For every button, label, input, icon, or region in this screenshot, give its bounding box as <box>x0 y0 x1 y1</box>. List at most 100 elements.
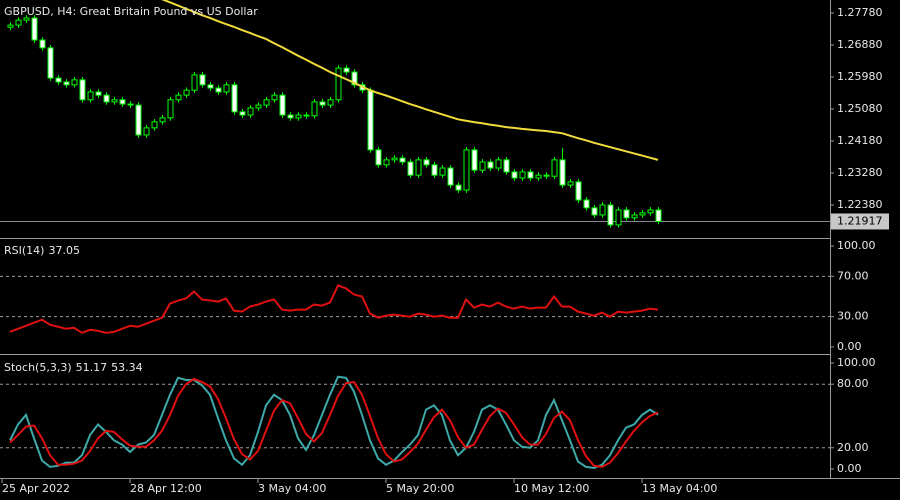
candle-body <box>527 171 534 179</box>
candle-body <box>175 94 182 101</box>
candle-body <box>575 181 582 201</box>
candle-body <box>607 204 614 226</box>
candle-body <box>399 157 406 163</box>
candle-body <box>591 207 598 216</box>
candle-body <box>279 94 286 116</box>
candle-body <box>375 149 382 166</box>
candle-body <box>87 91 94 101</box>
indicator-line <box>9 284 659 334</box>
candle-body <box>199 74 206 86</box>
panel-title: Stoch(5,3,3) 51.17 53.34 <box>4 361 143 374</box>
panel-title: RSI(14) 37.05 <box>4 244 80 257</box>
candle-body <box>143 127 150 136</box>
price-tag-label: 1.21917 <box>837 214 883 227</box>
y-tick-label: 1.23280 <box>837 166 883 179</box>
candle-body <box>95 91 102 96</box>
indicator-name: RSI(14) <box>4 244 44 257</box>
candle-body <box>215 87 222 93</box>
candle-body <box>391 157 398 161</box>
y-tick-label: 0.00 <box>837 462 862 475</box>
candle-body <box>303 114 310 117</box>
plot-area <box>9 284 659 334</box>
y-tick-label: 100.00 <box>837 356 876 369</box>
candle-body <box>55 77 62 83</box>
chart-title: GBPUSD, H4: Great Britain Pound vs US Do… <box>4 5 258 18</box>
candle-body <box>535 174 542 179</box>
x-tick-label: 13 May 04:00 <box>642 482 717 495</box>
candle-body <box>407 161 414 176</box>
candle-body <box>559 159 566 186</box>
y-tick-label: 20.00 <box>837 441 869 454</box>
candle-body <box>623 209 630 219</box>
candle-body <box>135 104 142 136</box>
candle-body <box>647 209 654 214</box>
x-tick-label: 3 May 04:00 <box>258 482 326 495</box>
candle-body <box>543 174 550 177</box>
x-tick-label: 25 Apr 2022 <box>2 482 70 495</box>
candle-body <box>79 79 86 101</box>
candle-body <box>159 117 166 123</box>
candle-body <box>423 159 430 166</box>
candle-body <box>511 171 518 179</box>
candle-body <box>151 121 158 129</box>
candle-body <box>583 199 590 209</box>
candle-body <box>431 164 438 176</box>
price-tag <box>831 213 889 230</box>
candle-body <box>615 209 622 226</box>
candle-body <box>103 94 110 103</box>
y-tick-label: 70.00 <box>837 269 869 282</box>
candle-body <box>119 99 126 105</box>
candle-body <box>487 161 494 169</box>
candle-body <box>503 159 510 173</box>
indicator-name: Stoch(5,3,3) <box>4 361 72 374</box>
candle-body <box>631 214 638 219</box>
candle-body <box>551 159 558 177</box>
candle-body <box>383 159 390 166</box>
y-tick-label: 1.25080 <box>837 102 883 115</box>
candle-body <box>39 39 46 49</box>
y-tick-label: 1.25980 <box>837 70 883 83</box>
y-tick-label: 80.00 <box>837 377 869 390</box>
candle-body <box>287 114 294 119</box>
x-tick-label: 28 Apr 12:00 <box>130 482 202 495</box>
plot-area <box>0 0 830 228</box>
candle-body <box>223 84 230 93</box>
candle-body <box>463 149 470 191</box>
candle-body <box>15 19 22 26</box>
indicator-line <box>9 377 659 468</box>
candle-body <box>415 159 422 176</box>
candle-body <box>127 103 134 106</box>
candle-body <box>7 24 14 28</box>
candle-body <box>455 184 462 191</box>
candle-body <box>255 104 262 109</box>
candle-body <box>447 167 454 186</box>
candle-body <box>567 181 574 186</box>
candle-body <box>343 67 350 73</box>
plot-area <box>9 375 659 469</box>
candle-body <box>191 74 198 91</box>
candle-body <box>183 89 190 96</box>
candle-body <box>271 94 278 101</box>
candle-body <box>311 101 318 117</box>
y-tick-label: 1.26880 <box>837 38 883 51</box>
candle-body <box>47 47 54 79</box>
candle-body <box>351 71 358 86</box>
indicator-line <box>9 375 659 469</box>
candle-body <box>295 114 302 119</box>
x-tick-label: 5 May 20:00 <box>386 482 454 495</box>
candle-body <box>599 204 606 216</box>
candle-body <box>519 171 526 179</box>
candle-body <box>327 99 334 106</box>
candle-body <box>263 99 270 106</box>
indicator-value: 51.17 <box>76 361 108 374</box>
candle-body <box>239 111 246 116</box>
candle-body <box>495 159 502 169</box>
candle-body <box>207 84 214 89</box>
candle-body <box>335 67 342 101</box>
candle-body <box>231 84 238 113</box>
y-tick-label: 30.00 <box>837 310 869 323</box>
candle-body <box>247 107 254 116</box>
